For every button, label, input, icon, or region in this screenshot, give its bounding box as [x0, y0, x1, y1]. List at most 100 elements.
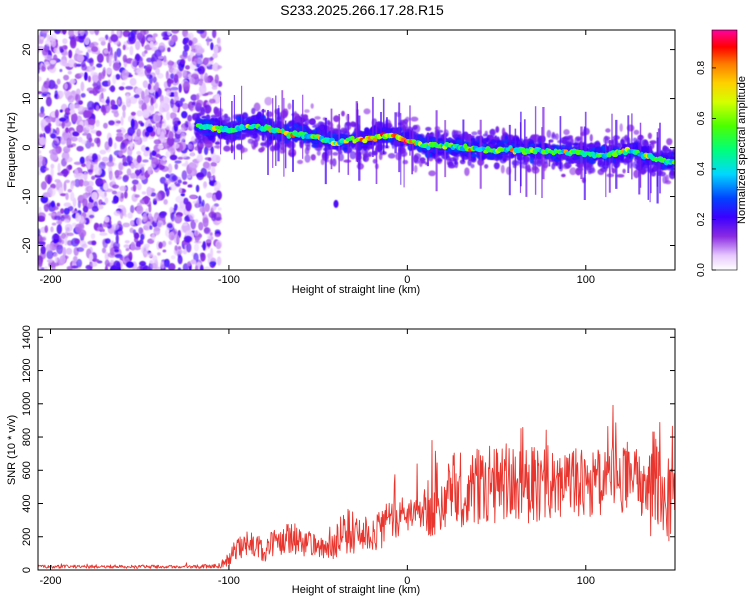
halo-cell [198, 135, 205, 144]
noise-cell [150, 96, 154, 106]
noise-cell [101, 156, 109, 162]
y-tick-label: 200 [21, 528, 33, 546]
noise-cell [44, 167, 49, 171]
noise-cell [187, 184, 193, 188]
halo-cell [616, 174, 625, 178]
noise-cell [105, 99, 110, 104]
noise-cell [81, 64, 87, 71]
noise-cell [67, 70, 72, 75]
noise-cell [146, 186, 152, 197]
colorbar-tick-label: 0.6 [696, 111, 707, 125]
y-tick-label: 1200 [21, 358, 33, 382]
x-tick-label: 0 [404, 575, 410, 587]
noise-cell [178, 187, 183, 194]
noise-cell [194, 68, 202, 72]
band-cell [595, 146, 603, 154]
noise-cell [189, 194, 198, 199]
noise-cell [84, 71, 88, 81]
noise-cell [65, 192, 69, 201]
band-cell [641, 145, 649, 153]
noise-cell [205, 239, 212, 244]
noise-cell [216, 250, 222, 254]
noise-cell [102, 182, 109, 191]
noise-cell [187, 114, 193, 122]
spectrogram-cells [38, 30, 675, 270]
noise-cell [112, 241, 120, 250]
noise-cell [83, 36, 90, 46]
halo-cell [287, 103, 292, 110]
noise-cell [80, 81, 85, 92]
band-cell [504, 135, 509, 141]
halo-cell [247, 138, 255, 144]
noise-cell [104, 197, 109, 204]
noise-cell [38, 171, 42, 176]
noise-cell [50, 200, 56, 208]
noise-cell [54, 109, 59, 118]
noise-cell [94, 167, 103, 176]
noise-cell [196, 154, 204, 163]
noise-cell [130, 205, 135, 214]
halo-cell [586, 144, 594, 148]
y-tick-label: 10 [21, 92, 33, 104]
noise-cell [56, 78, 61, 85]
noise-cell [56, 244, 64, 255]
halo-cell [196, 94, 200, 101]
noise-cell [60, 208, 65, 215]
halo-cell [363, 108, 371, 115]
noise-cell [181, 153, 188, 159]
noise-cell [104, 251, 110, 261]
halo-cell [309, 119, 316, 125]
noise-cell [171, 175, 178, 182]
noise-cell [61, 52, 69, 56]
halo-cell [384, 119, 392, 128]
noise-cell [130, 241, 136, 251]
band-cell [499, 141, 504, 147]
noise-cell [60, 215, 65, 222]
noise-cell [136, 182, 142, 191]
noise-cell [61, 170, 69, 175]
noise-cell [146, 126, 154, 133]
noise-cell [194, 230, 199, 240]
noise-cell [213, 181, 221, 191]
band-cell [333, 135, 339, 139]
noise-cell [38, 112, 46, 118]
noise-cell [111, 199, 118, 204]
halo-cell [454, 130, 462, 135]
noise-cell [96, 63, 103, 68]
noise-cell [168, 39, 175, 46]
halo-cell [484, 164, 489, 169]
halo-cell [489, 128, 496, 138]
noise-cell [182, 181, 188, 185]
noise-cell [203, 227, 211, 235]
noise-cell [52, 234, 60, 240]
noise-cell [64, 219, 70, 224]
noise-cell [58, 235, 63, 243]
band-cell [207, 132, 212, 137]
noise-cell [191, 37, 198, 44]
noise-cell [107, 42, 111, 52]
noise-cell [92, 153, 98, 162]
noise-cell [129, 77, 137, 86]
noise-cell [43, 203, 50, 212]
noise-cell [38, 136, 47, 146]
noise-cell [195, 45, 203, 56]
spectrogram-ylabel: Frequency (Hz) [6, 112, 18, 188]
noise-cell [202, 82, 206, 89]
noise-cell [163, 96, 168, 103]
noise-cell [187, 175, 192, 179]
colorbar-tick-label: 0.0 [696, 263, 707, 277]
halo-cell [402, 159, 409, 165]
noise-cell [60, 193, 67, 197]
noise-cell [129, 172, 137, 179]
noise-cell [136, 110, 143, 117]
noise-cell [84, 120, 89, 128]
noise-cell [138, 62, 144, 68]
noise-cell [51, 262, 60, 267]
halo-cell [562, 163, 570, 170]
noise-cell [156, 127, 161, 135]
noise-cell [92, 258, 100, 262]
noise-cell [140, 165, 145, 176]
noise-cell [40, 181, 47, 190]
